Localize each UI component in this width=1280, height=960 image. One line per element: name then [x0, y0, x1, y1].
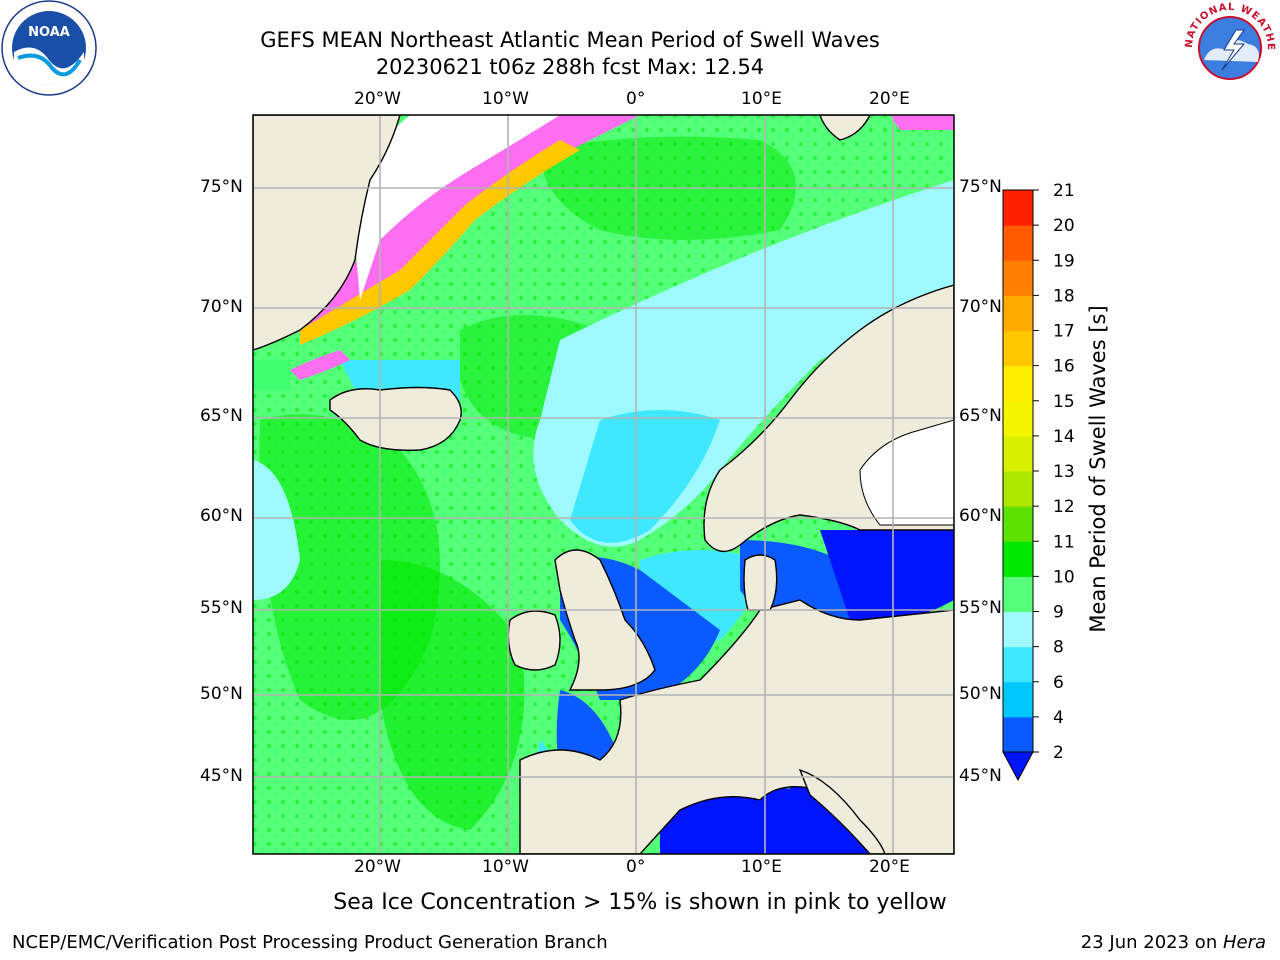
svg-text:NATIONAL WEATHER SERVICE: NATIONAL WEATHER SERVICE [0, 0, 1276, 51]
map-panel [253, 115, 954, 854]
graticule [253, 115, 954, 854]
colorbar-segment [1003, 435, 1033, 472]
lat-label-left: 65°N [200, 406, 243, 426]
colorbar-tick-label: 10 [1053, 567, 1075, 587]
colorbar-segment [1003, 611, 1033, 648]
lon-label-bottom: 20°W [354, 857, 401, 877]
colorbar: 2 4 6 8 9 10 11 12 13 14 15 16 17 18 19 20 21 [1002, 181, 1075, 782]
colorbar-segment [1003, 576, 1033, 612]
colorbar-tick-label: 15 [1053, 392, 1075, 412]
colorbar-tick-label: 19 [1053, 251, 1075, 271]
footer-date: 23 Jun 2023 on Hera [1081, 932, 1266, 953]
nws-logo: NATIONAL WEATHER SERVICE [0, 0, 1276, 94]
colorbar-segment [1003, 681, 1033, 718]
colorbar-segment [1003, 400, 1033, 437]
lon-label-top: 10°W [482, 89, 529, 109]
lat-label-right: 65°N [959, 406, 1002, 426]
lon-label-top: 20°E [869, 89, 910, 109]
colorbar-segment [1003, 190, 1033, 226]
lat-label-left: 60°N [200, 506, 243, 526]
colorbar-segment [1003, 295, 1033, 331]
lon-label-top: 20°W [354, 89, 401, 109]
lon-label-bottom: 10°W [482, 857, 529, 877]
colorbar-segment [1003, 646, 1033, 683]
lon-label-bottom: 20°E [869, 857, 910, 877]
colorbar-tick-label: 13 [1053, 462, 1075, 482]
lat-label-left: 70°N [200, 297, 243, 317]
lat-label-right: 55°N [959, 598, 1002, 618]
footer-date-text: 23 Jun 2023 on [1080, 932, 1223, 953]
lat-label-right: 45°N [959, 766, 1002, 786]
lat-label-left: 50°N [200, 684, 243, 704]
chart-subtitle: 20230621 t06z 288h fcst Max: 12.54 [375, 55, 765, 79]
footer-machine: Hera [1222, 932, 1266, 953]
colorbar-tick-label: 16 [1053, 357, 1075, 377]
colorbar-tick-label: 11 [1053, 532, 1075, 552]
lat-label-left: 75°N [200, 177, 243, 197]
colorbar-segment [1003, 365, 1033, 402]
sea-ice-caption: Sea Ice Concentration > 15% is shown in … [333, 890, 947, 915]
noaa-logo: NOAA [1, 0, 97, 96]
colorbar-segment [1003, 330, 1033, 367]
nws-logo-text: NATIONAL WEATHER SERVICE [0, 0, 1275, 51]
colorbar-segment [1003, 716, 1033, 753]
lat-label-right: 70°N [959, 297, 1002, 317]
lat-label-right: 50°N [959, 684, 1002, 704]
lat-label-right: 75°N [959, 177, 1002, 197]
lat-label-left: 55°N [200, 598, 243, 618]
colorbar-tick-label: 18 [1053, 286, 1075, 306]
colorbar-title: Mean Period of Swell Waves [s] [1086, 305, 1110, 633]
lat-label-left: 45°N [200, 766, 243, 786]
colorbar-tick-label: 21 [1053, 181, 1075, 201]
lon-label-bottom: 0° [626, 857, 646, 877]
lon-label-bottom: 10°E [741, 857, 782, 877]
lon-label-top: 10°E [741, 89, 782, 109]
colorbar-tick-label: 4 [1053, 708, 1064, 728]
colorbar-segment [1003, 471, 1033, 507]
colorbar-tick-label: 8 [1053, 638, 1064, 658]
colorbar-segment [1003, 541, 1033, 577]
lat-label-right: 60°N [959, 506, 1002, 526]
colorbar-tick-label: 12 [1053, 497, 1075, 517]
colorbar-segment [1003, 260, 1033, 296]
chart-title: GEFS MEAN Northeast Atlantic Mean Period… [260, 28, 880, 52]
colorbar-tick-label: 17 [1053, 322, 1075, 342]
colorbar-segment [1003, 506, 1033, 542]
colorbar-tick-label: 9 [1053, 603, 1064, 623]
footer-credit: NCEP/EMC/Verification Post Processing Pr… [12, 932, 608, 953]
noaa-logo-text: NOAA [28, 25, 70, 40]
colorbar-tick-label: 20 [1053, 216, 1075, 236]
colorbar-tick-label: 14 [1053, 427, 1075, 447]
lon-label-top: 0° [626, 89, 646, 109]
colorbar-tick-label: 2 [1053, 743, 1064, 763]
colorbar-segment [1003, 225, 1033, 261]
colorbar-extend-arrow [1002, 751, 1034, 782]
colorbar-tick-label: 6 [1053, 673, 1064, 693]
